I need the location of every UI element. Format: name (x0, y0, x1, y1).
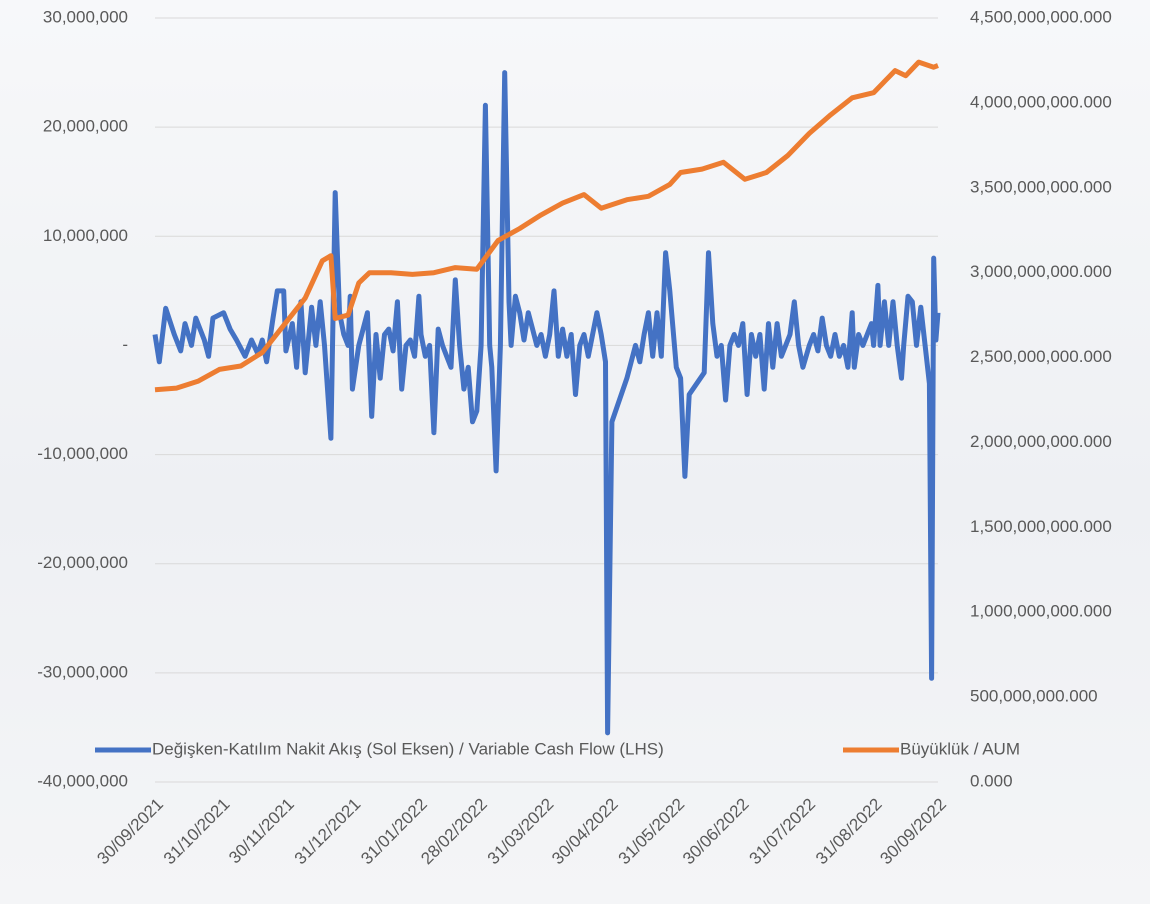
y2-tick-label: 2,000,000,000.000 (970, 432, 1112, 451)
x-tick-label: 31/08/2022 (812, 795, 886, 869)
x-tick-label: 30/09/2021 (93, 795, 167, 869)
y-tick-label: -10,000,000 (37, 444, 128, 463)
y2-tick-label: 0.000 (970, 771, 1013, 790)
x-tick-label: 30/04/2022 (548, 795, 622, 869)
y2-tick-label: 4,500,000,000.000 (970, 7, 1112, 26)
legend-label: Büyüklük / AUM (900, 739, 1020, 758)
y2-tick-label: 3,500,000,000.000 (970, 177, 1112, 196)
y-tick-label: 20,000,000 (43, 117, 128, 136)
y-tick-label: -30,000,000 (37, 662, 128, 681)
x-tick-label: 30/09/2022 (876, 795, 950, 869)
y2-tick-label: 500,000,000.000 (970, 687, 1098, 706)
y-tick-label: 30,000,000 (43, 7, 128, 26)
y2-tick-label: 4,000,000,000.000 (970, 92, 1112, 111)
y-tick-label: -40,000,000 (37, 771, 128, 790)
y2-tick-label: 3,000,000,000.000 (970, 262, 1112, 281)
x-tick-label: 31/03/2022 (484, 795, 558, 869)
y-tick-label: - (122, 335, 128, 354)
x-tick-label: 30/06/2022 (679, 795, 753, 869)
y-tick-label: -20,000,000 (37, 553, 128, 572)
series-line (154, 59, 939, 393)
y2-tick-label: 1,000,000,000.000 (970, 602, 1112, 621)
legend-label: Değişken-Katılım Nakit Akış (Sol Eksen) … (152, 739, 664, 758)
y2-tick-label: 1,500,000,000.000 (970, 517, 1112, 536)
x-tick-label: 30/11/2021 (225, 795, 298, 868)
x-tick-label: 31/05/2022 (615, 795, 689, 869)
x-tick-label: 31/12/2021 (291, 795, 365, 869)
x-tick-label: 31/10/2021 (160, 795, 234, 869)
y2-tick-label: 2,500,000,000.000 (970, 347, 1112, 366)
x-tick-label: 31/07/2022 (746, 795, 820, 869)
y-tick-label: 10,000,000 (43, 226, 128, 245)
series-line (152, 70, 941, 736)
